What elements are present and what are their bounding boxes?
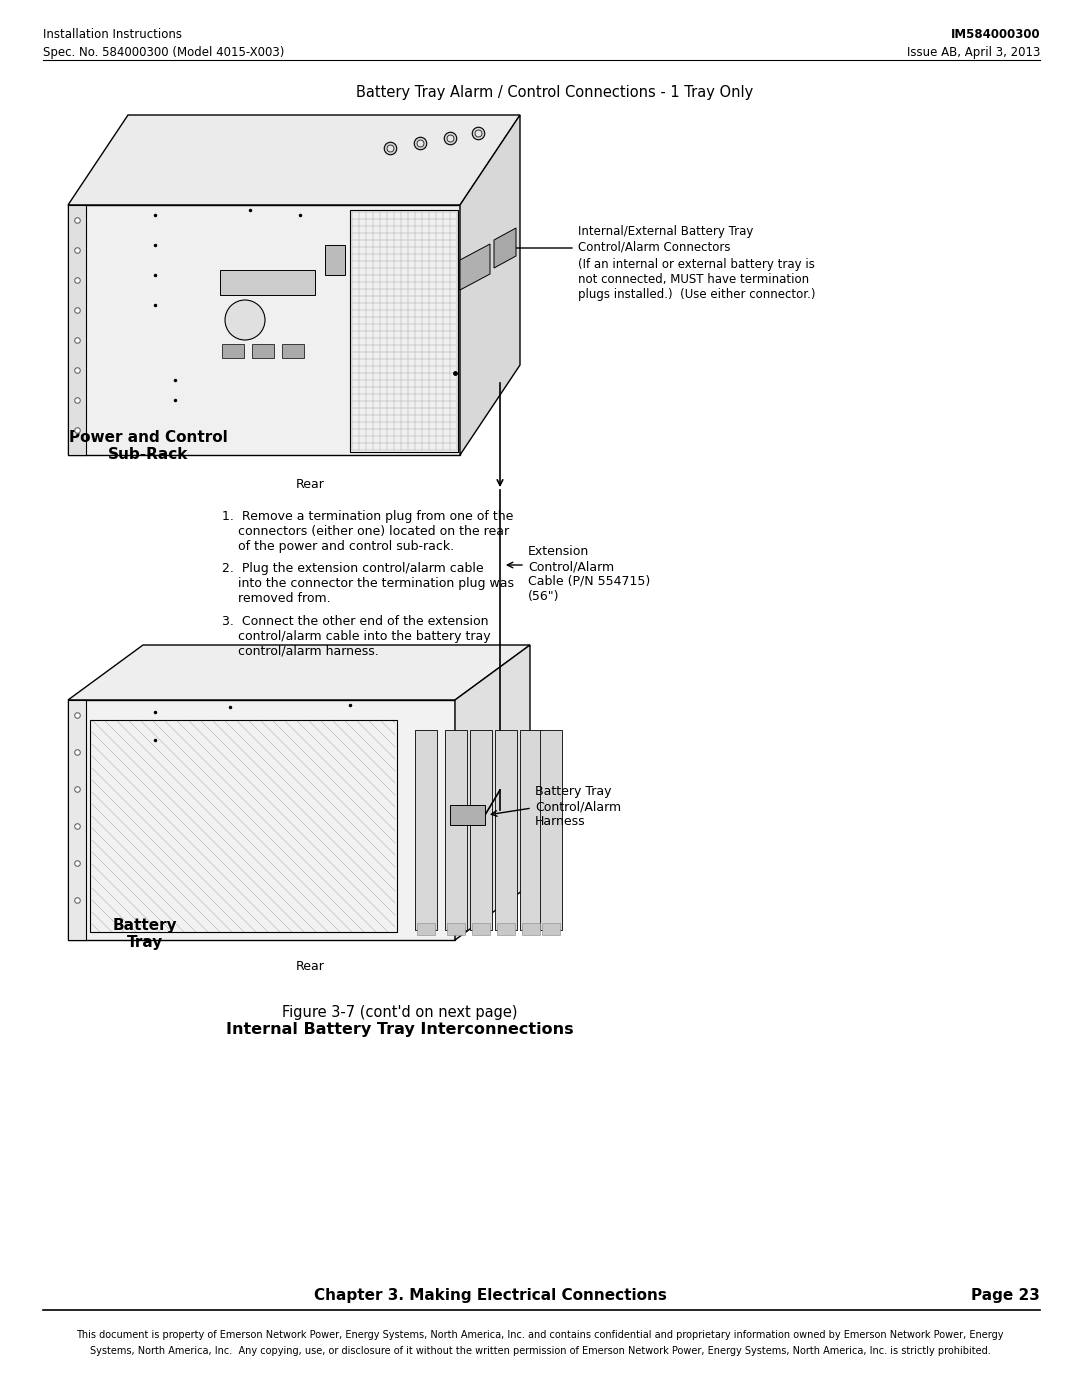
Text: 3.  Connect the other end of the extension: 3. Connect the other end of the extensio…: [222, 615, 488, 629]
FancyBboxPatch shape: [495, 731, 517, 930]
FancyBboxPatch shape: [220, 270, 315, 295]
Polygon shape: [68, 205, 460, 455]
Polygon shape: [494, 228, 516, 268]
Text: into the connector the termination plug was: into the connector the termination plug …: [222, 577, 514, 590]
Text: Battery Tray: Battery Tray: [535, 785, 611, 798]
Text: 2.  Plug the extension control/alarm cable: 2. Plug the extension control/alarm cabl…: [222, 562, 484, 576]
Text: Issue AB, April 3, 2013: Issue AB, April 3, 2013: [906, 46, 1040, 59]
Text: control/alarm cable into the battery tray: control/alarm cable into the battery tra…: [222, 630, 490, 643]
Polygon shape: [460, 244, 490, 291]
Text: not connected, MUST have termination: not connected, MUST have termination: [578, 272, 809, 286]
Text: Harness: Harness: [535, 814, 585, 828]
FancyBboxPatch shape: [470, 731, 492, 930]
Text: Cable (P/N 554715): Cable (P/N 554715): [528, 576, 650, 588]
Text: plugs installed.)  (Use either connector.): plugs installed.) (Use either connector.…: [578, 288, 815, 300]
FancyBboxPatch shape: [497, 923, 515, 935]
Text: Figure 3-7 (cont'd on next page): Figure 3-7 (cont'd on next page): [282, 1004, 517, 1020]
Text: (If an internal or external battery tray is: (If an internal or external battery tray…: [578, 258, 815, 271]
Text: Chapter 3. Making Electrical Connections: Chapter 3. Making Electrical Connections: [313, 1288, 666, 1303]
Polygon shape: [68, 205, 86, 455]
FancyBboxPatch shape: [222, 344, 244, 358]
FancyBboxPatch shape: [445, 731, 467, 930]
Text: Tray: Tray: [126, 935, 163, 950]
Text: Internal Battery Tray Interconnections: Internal Battery Tray Interconnections: [226, 1023, 573, 1037]
Text: Battery: Battery: [112, 918, 177, 933]
Text: Extension: Extension: [528, 545, 590, 557]
Text: IM584000300: IM584000300: [950, 28, 1040, 41]
FancyBboxPatch shape: [252, 344, 274, 358]
Text: Internal/External Battery Tray: Internal/External Battery Tray: [578, 225, 754, 237]
Polygon shape: [68, 645, 530, 700]
Circle shape: [225, 300, 265, 339]
Text: Page 23: Page 23: [971, 1288, 1040, 1303]
Text: Sub-Rack: Sub-Rack: [108, 447, 188, 462]
FancyBboxPatch shape: [282, 344, 303, 358]
Polygon shape: [68, 700, 86, 940]
Text: Installation Instructions: Installation Instructions: [43, 28, 183, 41]
Text: Power and Control: Power and Control: [69, 430, 228, 446]
Text: Rear: Rear: [296, 960, 324, 972]
FancyBboxPatch shape: [417, 923, 435, 935]
Polygon shape: [460, 115, 519, 455]
FancyBboxPatch shape: [325, 244, 345, 275]
Polygon shape: [68, 700, 455, 940]
Text: of the power and control sub-rack.: of the power and control sub-rack.: [222, 541, 454, 553]
Text: Control/Alarm: Control/Alarm: [528, 560, 615, 573]
Text: Control/Alarm Connectors: Control/Alarm Connectors: [578, 240, 730, 253]
Polygon shape: [68, 115, 519, 205]
FancyBboxPatch shape: [522, 923, 540, 935]
Text: Battery Tray Alarm / Control Connections - 1 Tray Only: Battery Tray Alarm / Control Connections…: [356, 85, 754, 101]
FancyBboxPatch shape: [447, 923, 465, 935]
FancyBboxPatch shape: [450, 805, 485, 826]
Text: Systems, North America, Inc.  Any copying, use, or disclosure of it without the : Systems, North America, Inc. Any copying…: [90, 1345, 990, 1356]
FancyBboxPatch shape: [540, 731, 562, 930]
Text: Control/Alarm: Control/Alarm: [535, 800, 621, 813]
FancyBboxPatch shape: [542, 923, 561, 935]
Text: Spec. No. 584000300 (Model 4015-X003): Spec. No. 584000300 (Model 4015-X003): [43, 46, 284, 59]
Text: (56"): (56"): [528, 590, 559, 604]
FancyBboxPatch shape: [472, 923, 490, 935]
Polygon shape: [455, 645, 530, 940]
Text: removed from.: removed from.: [222, 592, 330, 605]
Text: 1.  Remove a termination plug from one of the: 1. Remove a termination plug from one of…: [222, 510, 513, 522]
Text: control/alarm harness.: control/alarm harness.: [222, 645, 379, 658]
Text: This document is property of Emerson Network Power, Energy Systems, North Americ: This document is property of Emerson Net…: [77, 1330, 1003, 1340]
Text: Rear: Rear: [296, 478, 324, 490]
FancyBboxPatch shape: [415, 731, 437, 930]
FancyBboxPatch shape: [519, 731, 542, 930]
Text: connectors (either one) located on the rear: connectors (either one) located on the r…: [222, 525, 509, 538]
